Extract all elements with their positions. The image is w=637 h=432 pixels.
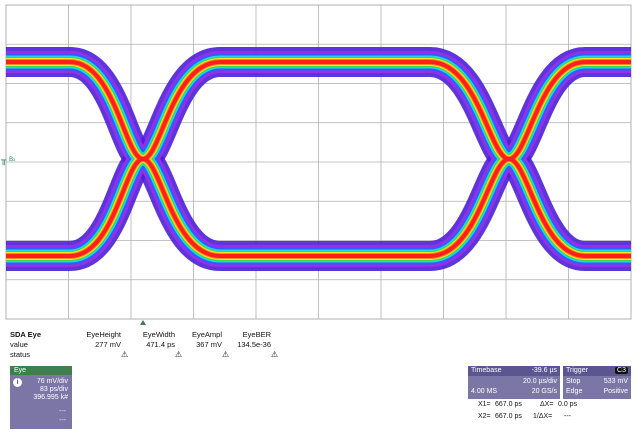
cursor-x2-label: X2= [478,413,491,420]
channel-dash: --- [59,417,66,424]
cursor-inv-dx-label: 1/ΔX= [533,413,553,420]
measurement-title: SDA Eye [10,330,41,339]
volts-per-div: 76 mV/div [36,378,68,385]
timebase-label: Timebase [471,367,502,374]
warning-icon: ⚠ [222,350,230,359]
trigger-panel[interactable]: Trigger C3 Stop 533 mV Edge Positive [563,366,631,399]
cursor-readout-row-2: X2= 667.0 ps 1/ΔX= --- [478,413,637,423]
eye-trace [6,60,631,258]
ground-label: B₂ [9,156,16,163]
channel-tab[interactable]: Eye [10,366,72,375]
measurement-header-row: SDA Eye EyeHeight EyeWidth EyeAmpl EyeBE… [10,330,271,340]
measurement-status-row: status ⚠ ⚠ ⚠ ⚠ [10,350,278,360]
header-eye-ber[interactable]: EyeBER [242,330,271,339]
trigger-source-badge: C3 [615,367,628,374]
measurement-value-row: value 277 mV 471.4 ps 367 mV 134.5e-36 [10,340,271,350]
value-label: value [10,340,28,349]
sample-rate: 20 GS/s [531,388,557,395]
trigger-position-marker [140,320,146,325]
header-eye-height[interactable]: EyeHeight [86,330,121,339]
trigger-mode: Stop [566,378,581,385]
cursor-x1-value: 667.0 ps [495,401,522,408]
eye-trace [6,60,631,258]
warning-icon: ⚠ [175,350,183,359]
channel-dash: --- [59,408,66,415]
trigger-slope: Positive [603,388,628,395]
memory-depth: 4.00 MS [471,388,498,395]
cursor-dx-value: 0.0 ps [558,401,578,408]
cursor-readout-row-1: X1= 667.0 ps ΔX= 0.0 ps [478,401,637,411]
trigger-label: Trigger [566,367,588,374]
eye-diagram-plot: ╥ B₂ [0,4,632,325]
timebase-panel[interactable]: Timebase -39.6 µs 20.0 µs/div 4.00 MS 20… [468,366,560,399]
trigger-type: Edge [566,388,583,395]
value-eye-width: 471.4 ps [146,340,175,349]
warning-icon: ⚠ [271,350,279,359]
cursor-x1-label: X1= [478,401,491,408]
value-eye-ber: 134.5e-36 [237,340,271,349]
warning-icon: ⚠ [121,350,129,359]
info-icon[interactable]: i [13,378,22,387]
value-eye-height: 277 mV [95,340,121,349]
header-eye-amplitude[interactable]: EyeAmpl [191,330,222,339]
eye-diagram-display[interactable]: ╥ B₂ [0,0,637,326]
status-label: status [10,350,31,359]
header-eye-width[interactable]: EyeWidth [142,330,175,339]
cursor-inv-dx-value: --- [564,413,571,420]
ground-marker: ╥ [0,156,7,166]
sample-count: 396.995 k# [33,394,68,401]
channel-descriptor-box[interactable]: Eye i 76 mV/div 83 ps/div 396.995 k# ---… [10,366,72,429]
trigger-level: 533 mV [603,378,628,385]
cursor-x2-value: 667.0 ps [495,413,522,420]
cursor-dx-label: ΔX= [540,401,554,408]
value-eye-amplitude: 367 mV [196,340,222,349]
time-per-div: 83 ps/div [39,386,68,393]
timebase-per-div: 20.0 µs/div [523,378,557,385]
timebase-delay: -39.6 µs [531,367,557,374]
